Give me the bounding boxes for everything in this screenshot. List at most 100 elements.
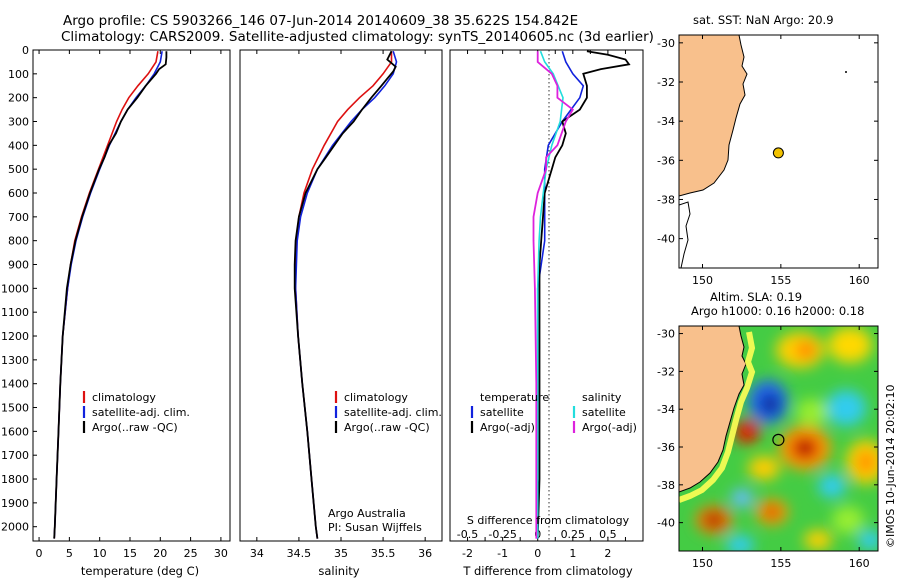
legend-label-climatology: climatology [92,391,156,404]
x-tick-label: -1 [497,547,508,560]
sst-coast-outline [679,201,691,268]
y-tick-label: 800 [8,235,29,248]
title-line2: Climatology: CARS2009. Satellite-adjuste… [61,29,654,45]
legend-label-satellite: satellite-adj. clim. [344,406,442,419]
x-tick-label: 10 [93,547,107,560]
salinity-xlabel: salinity [318,564,359,578]
difference-xlabel-top: S difference from climatology [467,514,630,527]
sla-map: Altim. SLA: 0.19 Argo h1000: 0.16 h2000:… [657,290,879,570]
x-tick-label-salinity: 0.25 [561,528,586,541]
difference-tick-group: -2 -1 0 1 2-0.5 -0.25 0 0.25 0.5 [457,50,626,560]
y-tick-label: 1600 [1,425,29,438]
x-tick-label: 30 [214,547,228,560]
x-tick-label: 34.5 [287,547,312,560]
y-tick-label: 2000 [1,521,29,534]
sla-land [679,326,747,493]
x-tick-label: 25 [184,547,198,560]
temperature-legend: climatology satellite-adj. clim. Argo(..… [82,391,190,434]
series-argo-raw-qc [293,50,397,539]
y-tick-label: 700 [8,211,29,224]
salinity-tick-group: 34 34.5 35 35.5 36 [250,50,432,560]
y-tick-label: 1900 [1,497,29,510]
series-s-satellite [536,50,564,539]
lon-tick-label: 155 [770,557,791,570]
y-tick-label: 400 [8,139,29,152]
sla-map-title-line2: Argo h1000: 0.16 h2000: 0.18 [691,304,864,318]
y-tick-label: 600 [8,187,29,200]
lon-tick-label: 160 [849,274,870,287]
depth-tick-group: 0 100 200 300 400 500 600 700 800 900 1000 1100 1200… [1,44,37,534]
temperature-panel: 0100200300400500600700800900100011001200… [1,44,231,578]
y-tick-label: 1700 [1,449,29,462]
lon-tick-label: 160 [849,557,870,570]
lat-tick-label: -38 [657,193,675,206]
temperature-tick-group: 0 5 10 15 20 25 30 [36,50,228,560]
sst-land [679,35,748,197]
x-tick-label: 2 [604,547,611,560]
series-t-satellite [536,50,585,539]
y-tick-label: 1400 [1,378,29,391]
salinity-axes [239,49,443,542]
salinity-series-group [293,50,398,539]
y-tick-label: 0 [22,44,29,57]
y-tick-label: 900 [8,259,29,272]
temperature-xlabel: temperature (deg C) [81,564,199,578]
sst-map: sat. SST: NaN Argo: 20.9 -30 -32 -34 -36 -38… [657,13,879,287]
legend-label-climatology: climatology [344,391,408,404]
series-argo-raw-qc [53,51,168,539]
sla-coast-shelf [679,331,756,503]
y-tick-label: 1500 [1,402,29,415]
lat-tick-label: -38 [657,479,675,492]
x-tick-label: 36 [418,547,432,560]
y-tick-label: 1200 [1,330,29,343]
argo-location-marker [772,433,785,446]
sst-lon-tick-group: 150 155 160 [692,35,870,287]
sst-map-frame [678,34,879,269]
lat-tick-label: -40 [657,233,675,246]
series-t-argo-adj [536,50,631,539]
lat-tick-label: -36 [657,154,675,167]
annotation-pi: PI: Susan Wijffels [328,521,422,534]
sla-map-title-line1: Altim. SLA: 0.19 [710,290,802,304]
difference-panel: -2 -1 0 1 2-0.5 -0.25 0 0.25 0.5 S difference fr… [449,49,644,578]
sla-lat-tick-group: -30 -32 -34 -36 -38 -40 [657,328,878,530]
sla-field-blobs [696,327,878,551]
lon-tick-label: 150 [692,557,713,570]
x-tick-label: 0 [534,547,541,560]
x-tick-label-salinity: 0.5 [599,528,617,541]
y-tick-label: 1100 [1,306,29,319]
legend-label-s-satellite: satellite [582,406,626,419]
y-tick-label: 1300 [1,354,29,367]
legend-title-temperature: temperature [480,391,549,404]
lat-tick-label: -32 [657,76,675,89]
legend-label-argo: Argo(..raw -QC) [92,421,178,434]
series-climatology [53,51,159,539]
legend-label-s-argo: Argo(-adj) [582,421,637,434]
lat-tick-label: -32 [657,365,675,378]
annotation-argo-australia: Argo Australia [328,507,406,520]
y-tick-label: 500 [8,163,29,176]
x-tick-label-salinity: -0.5 [457,528,478,541]
lon-tick-label: 155 [770,274,791,287]
y-tick-label: 1800 [1,473,29,486]
y-tick-label: 100 [8,68,29,81]
x-tick-label: -2 [462,547,473,560]
temperature-axes [32,49,231,542]
temperature-series-group [53,51,168,539]
y-tick-label: 200 [8,92,29,105]
lat-tick-label: -34 [657,403,675,416]
x-tick-label: 35.5 [371,547,396,560]
x-tick-label: 35 [334,547,348,560]
sst-lat-tick-group: -30 -32 -34 -36 -38 -40 [657,37,878,246]
difference-legend: temperature salinity satellite Argo(-adj… [470,391,637,434]
sst-map-title: sat. SST: NaN Argo: 20.9 [693,13,834,27]
legend-title-salinity: salinity [582,391,622,404]
series-satellite-adj-clim [53,51,163,539]
argo-location-marker [772,147,784,159]
imos-timestamp: ©IMOS 10-Jun-2014 20:02:10 [884,384,897,548]
salinity-panel: 34 34.5 35 35.5 36 salinity climatology sate… [239,49,443,578]
x-tick-label: 0 [36,547,43,560]
series-s-argo-adj [532,51,574,539]
lon-tick-label: 150 [692,274,713,287]
sst-island [845,71,847,73]
